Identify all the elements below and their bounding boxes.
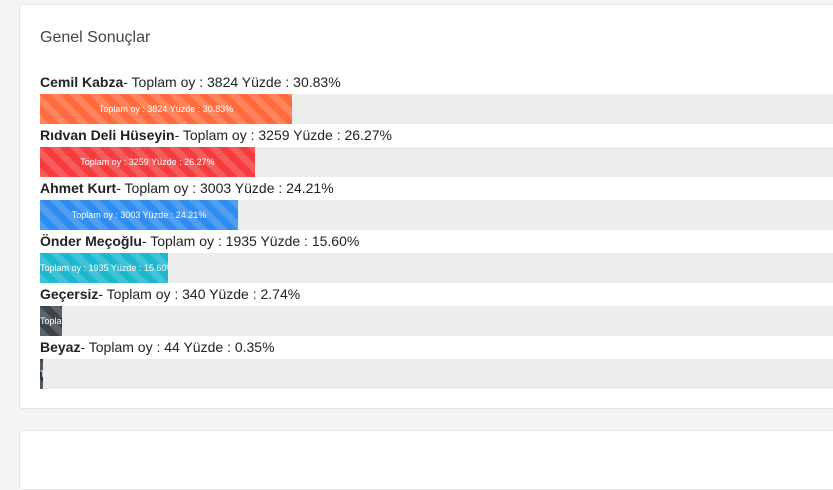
progress-track: Toplam oy : 1935 Yüzde : 15.60% bbox=[40, 253, 833, 283]
result-row: Geçersiz- Toplam oy : 340 Yüzde : 2.74% … bbox=[40, 285, 833, 338]
result-row: Önder Meçoğlu- Toplam oy : 1935 Yüzde : … bbox=[40, 232, 833, 285]
progress-bar: Toplam oy : 3003 Yüzde : 24.21% bbox=[40, 200, 239, 230]
progress-bar: Toplam oy : 3824 Yüzde : 30.83% bbox=[40, 94, 293, 124]
progress-track: Toplam oy : 44 Yüzde : 0.35% bbox=[40, 359, 833, 389]
result-label: Cemil Kabza- Toplam oy : 3824 Yüzde : 30… bbox=[40, 73, 833, 91]
candidate-name: Beyaz bbox=[40, 339, 81, 355]
vote-summary: - Toplam oy : 1935 Yüzde : 15.60% bbox=[141, 233, 360, 249]
progress-track: Toplam oy : 340 Yüzde : 2.74% bbox=[40, 306, 833, 336]
result-row: Rıdvan Deli Hüseyin- Toplam oy : 3259 Yü… bbox=[40, 126, 833, 179]
progress-track: Toplam oy : 3003 Yüzde : 24.21% bbox=[40, 200, 833, 230]
candidate-name: Cemil Kabza bbox=[40, 74, 124, 90]
progress-bar: Toplam oy : 44 Yüzde : 0.35% bbox=[40, 359, 43, 389]
result-label: Beyaz- Toplam oy : 44 Yüzde : 0.35% bbox=[40, 338, 833, 356]
results-panel: Genel Sonuçlar Cemil Kabza- Toplam oy : … bbox=[19, 4, 833, 409]
vote-summary: - Toplam oy : 3824 Yüzde : 30.83% bbox=[123, 74, 341, 90]
vote-summary: - Toplam oy : 3003 Yüzde : 24.21% bbox=[116, 180, 334, 196]
candidate-name: Rıdvan Deli Hüseyin bbox=[40, 127, 175, 143]
result-row: Ahmet Kurt- Toplam oy : 3003 Yüzde : 24.… bbox=[40, 179, 833, 232]
result-label: Rıdvan Deli Hüseyin- Toplam oy : 3259 Yü… bbox=[40, 126, 833, 144]
vote-summary: - Toplam oy : 3259 Yüzde : 26.27% bbox=[174, 127, 392, 143]
secondary-panel bbox=[19, 430, 833, 490]
progress-track: Toplam oy : 3824 Yüzde : 30.83% bbox=[40, 94, 833, 124]
panel-title: Genel Sonuçlar bbox=[40, 29, 151, 46]
candidate-name: Geçersiz bbox=[40, 286, 99, 302]
result-label: Geçersiz- Toplam oy : 340 Yüzde : 2.74% bbox=[40, 285, 833, 303]
vote-summary: - Toplam oy : 44 Yüzde : 0.35% bbox=[80, 339, 275, 355]
progress-bar: Toplam oy : 3259 Yüzde : 26.27% bbox=[40, 147, 255, 177]
result-label: Ahmet Kurt- Toplam oy : 3003 Yüzde : 24.… bbox=[40, 179, 833, 197]
results-list: Cemil Kabza- Toplam oy : 3824 Yüzde : 30… bbox=[40, 73, 833, 391]
progress-bar: Toplam oy : 340 Yüzde : 2.74% bbox=[40, 306, 63, 336]
candidate-name: Ahmet Kurt bbox=[40, 180, 117, 196]
result-label: Önder Meçoğlu- Toplam oy : 1935 Yüzde : … bbox=[40, 232, 833, 250]
progress-bar: Toplam oy : 1935 Yüzde : 15.60% bbox=[40, 253, 168, 283]
vote-summary: - Toplam oy : 340 Yüzde : 2.74% bbox=[98, 286, 301, 302]
result-row: Beyaz- Toplam oy : 44 Yüzde : 0.35% Topl… bbox=[40, 338, 833, 391]
result-row: Cemil Kabza- Toplam oy : 3824 Yüzde : 30… bbox=[40, 73, 833, 126]
candidate-name: Önder Meçoğlu bbox=[40, 233, 142, 249]
progress-track: Toplam oy : 3259 Yüzde : 26.27% bbox=[40, 147, 833, 177]
